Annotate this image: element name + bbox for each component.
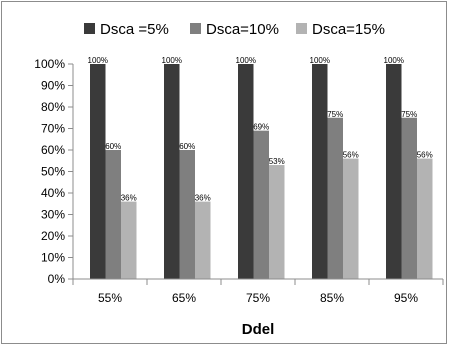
bar	[386, 64, 402, 279]
x-tick-label: 85%	[320, 291, 344, 305]
x-tick-label: 55%	[98, 291, 122, 305]
legend-swatch	[296, 23, 307, 34]
y-tick-label: 100%	[34, 57, 65, 71]
chart-frame	[1, 1, 447, 344]
x-tick-label: 65%	[172, 291, 196, 305]
bar	[121, 201, 137, 279]
legend-label: Dsca=15%	[312, 21, 385, 38]
bar	[105, 150, 121, 279]
bar	[238, 64, 254, 279]
legend-swatch	[190, 23, 201, 34]
data-label: 56%	[343, 151, 359, 160]
y-tick-label: 20%	[41, 229, 65, 243]
data-label: 100%	[236, 56, 256, 65]
data-label: 36%	[195, 194, 211, 203]
y-tick-label: 40%	[41, 186, 65, 200]
y-tick-label: 50%	[41, 165, 65, 179]
bar	[195, 201, 211, 279]
y-tick-label: 70%	[41, 122, 65, 136]
bar	[417, 158, 433, 279]
bars: 100% 100% 100% 100% 100% 60% 60% 69% 75% 75% 36% 36…	[88, 56, 433, 279]
y-axis: 0% 10% 20% 30% 40% 50% 60% 70% 80% 90% 100%	[34, 57, 74, 286]
bar	[401, 117, 417, 279]
bar	[312, 64, 328, 279]
bar	[269, 165, 285, 279]
data-label: 60%	[105, 142, 121, 151]
data-label: 100%	[162, 56, 182, 65]
data-label: 75%	[327, 110, 343, 119]
x-axis-label: Ddel	[242, 321, 275, 338]
bar	[253, 130, 269, 279]
legend-swatch	[84, 23, 95, 34]
x-tick-label: 75%	[246, 291, 270, 305]
legend: Dsca =5% Dsca=10% Dsca=15%	[84, 21, 385, 38]
bar	[327, 117, 343, 279]
x-tick-label: 95%	[394, 291, 418, 305]
data-label: 100%	[384, 56, 404, 65]
data-label: 75%	[401, 110, 417, 119]
data-label: 56%	[417, 151, 433, 160]
data-label: 69%	[253, 123, 269, 132]
data-label: 53%	[269, 157, 285, 166]
legend-label: Dsca =5%	[100, 21, 169, 38]
bar	[179, 150, 195, 279]
y-tick-label: 0%	[48, 272, 66, 286]
data-label: 100%	[88, 56, 108, 65]
bar	[164, 64, 180, 279]
bar	[343, 158, 359, 279]
y-tick-label: 60%	[41, 143, 65, 157]
y-tick-label: 30%	[41, 208, 65, 222]
data-label: 36%	[121, 194, 137, 203]
y-tick-label: 90%	[41, 79, 65, 93]
bar	[90, 64, 106, 279]
data-label: 60%	[179, 142, 195, 151]
data-label: 100%	[310, 56, 330, 65]
y-tick-label: 10%	[41, 251, 65, 265]
y-tick-label: 80%	[41, 100, 65, 114]
legend-label: Dsca=10%	[206, 21, 279, 38]
x-axis: 55% 65% 75% 85% 95%	[72, 278, 444, 305]
